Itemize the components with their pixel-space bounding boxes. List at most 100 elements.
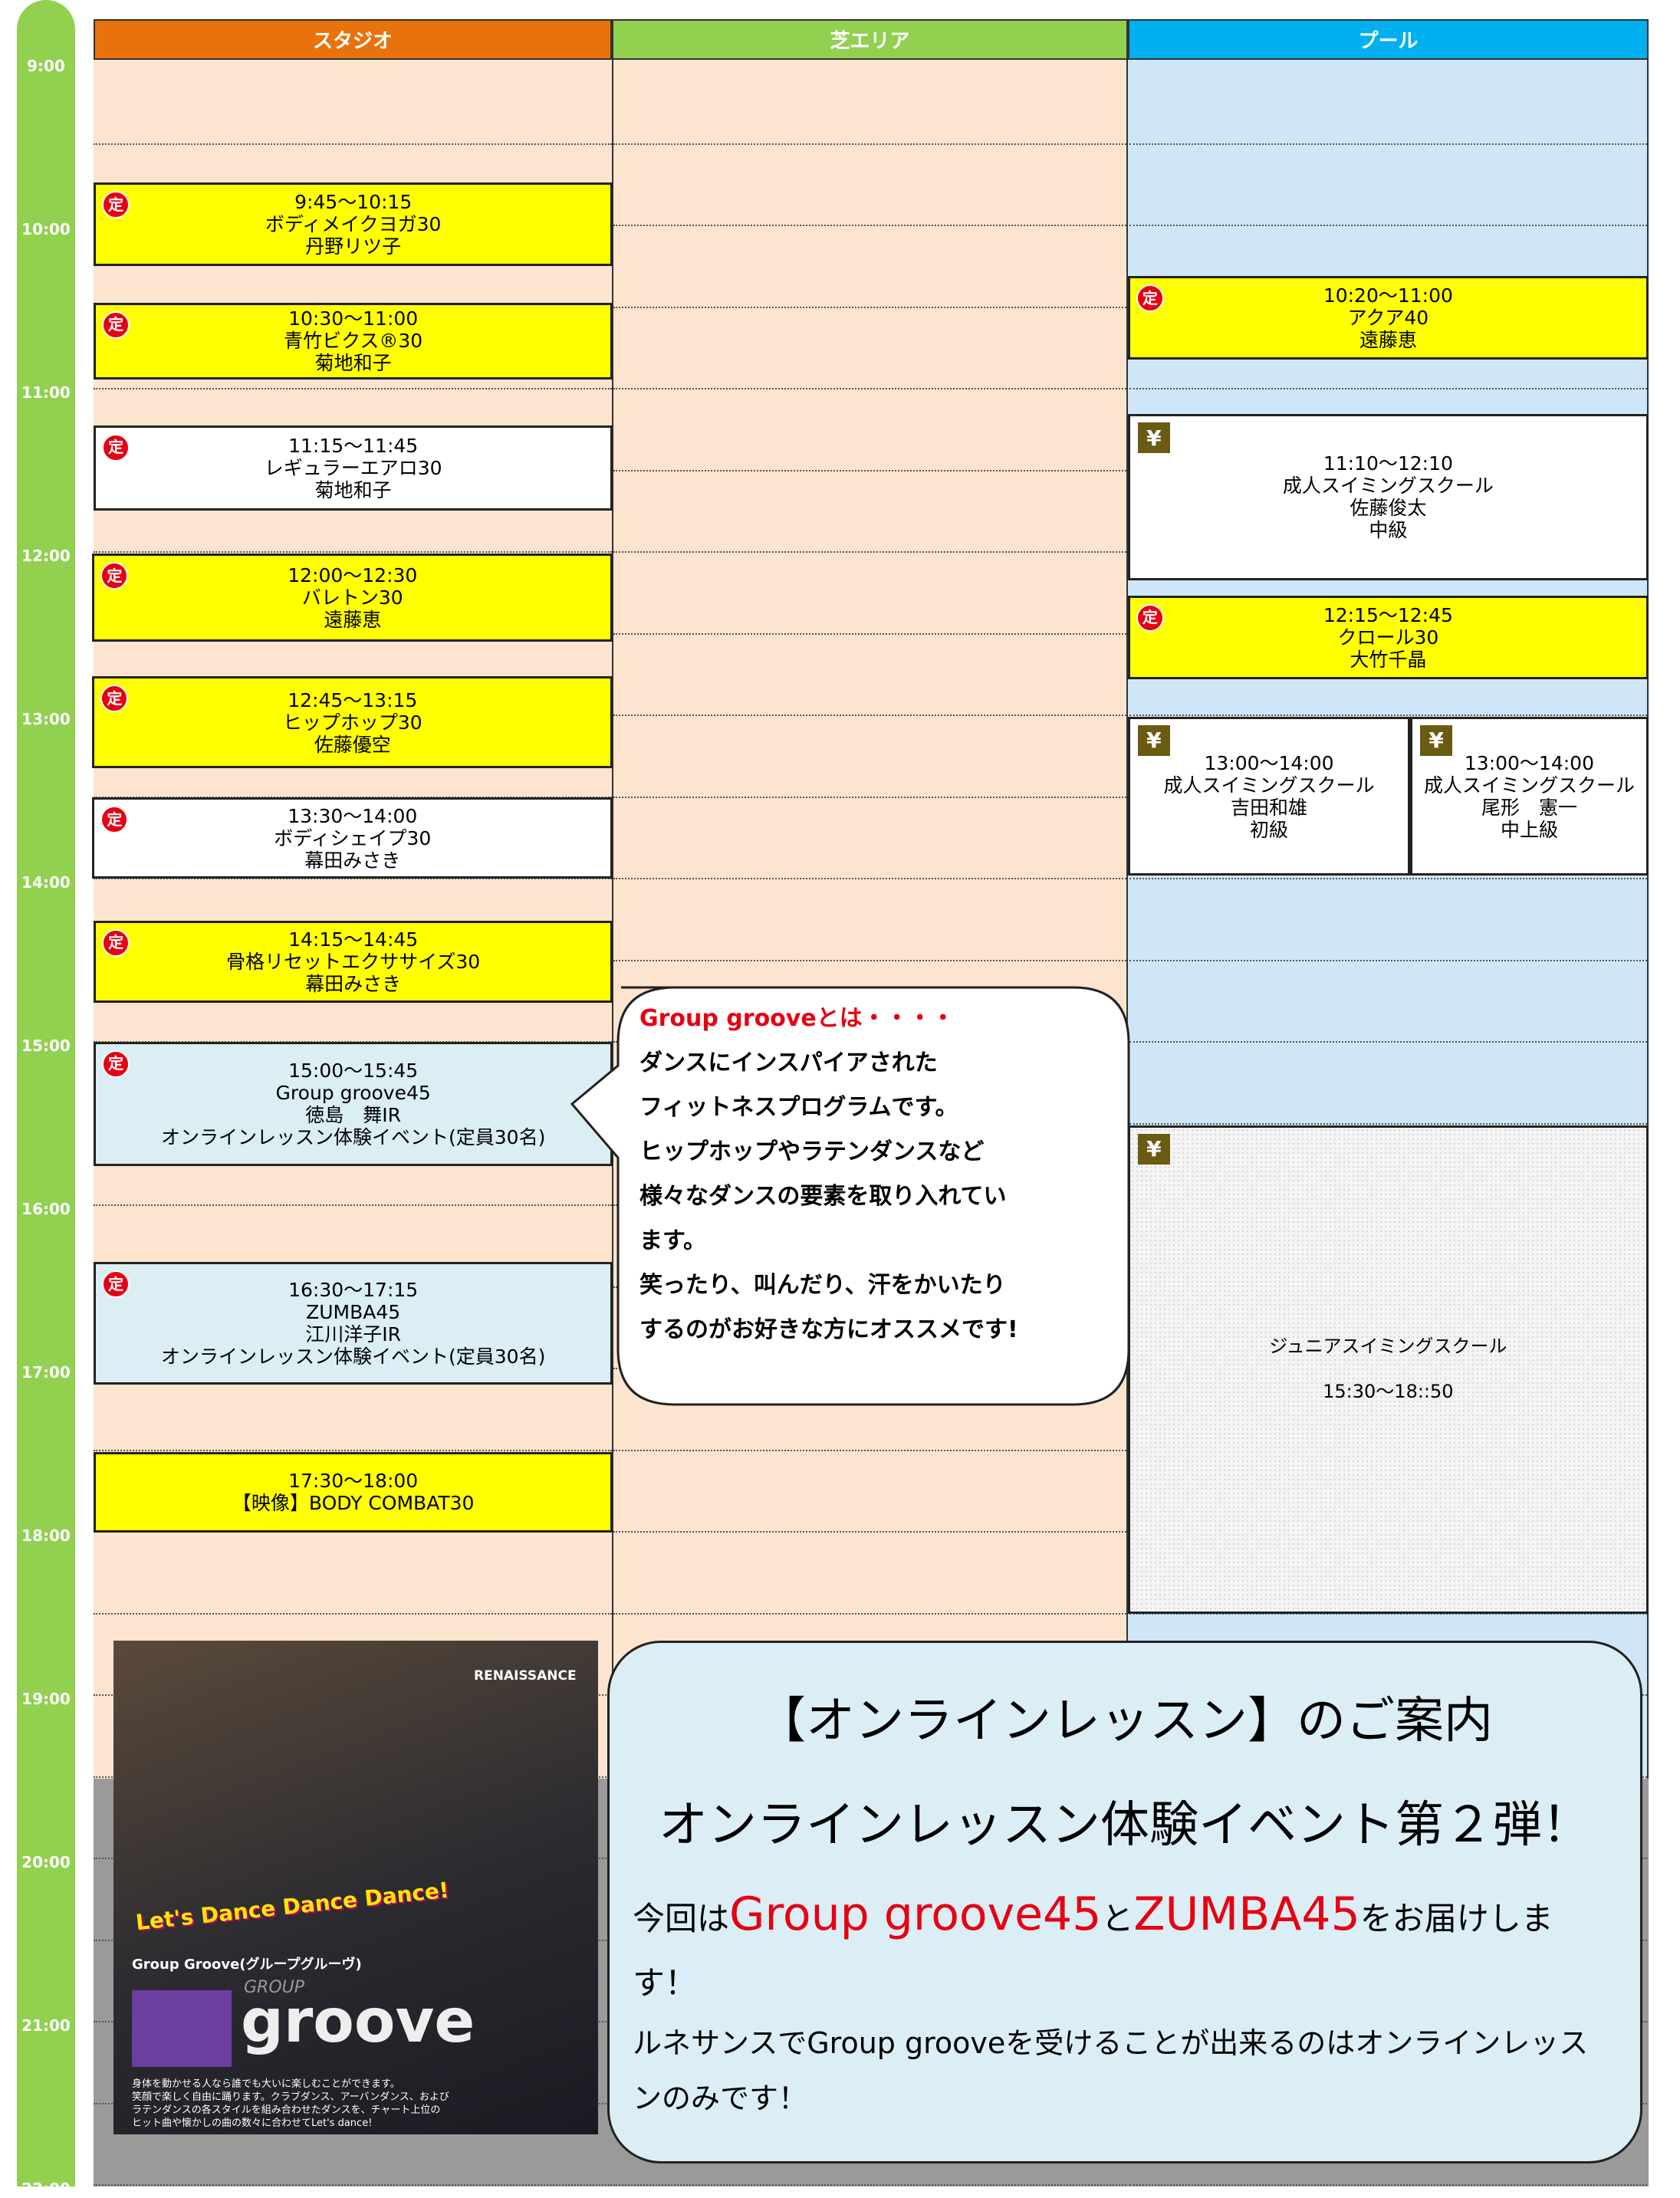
- notice-title: 【オンラインレッスン】のご案内: [757, 1693, 1493, 1750]
- event-text: 15:30〜18::50: [1323, 1381, 1454, 1403]
- callout-shape: [570, 986, 1130, 1406]
- time-label: 17:00: [21, 1363, 71, 1382]
- row-line: [613, 1612, 1126, 1615]
- notice-subtitle: オンラインレッスン体験イベント第２弾！: [659, 1797, 1591, 1854]
- event-text: 11:15〜11:45: [288, 434, 419, 457]
- event-text: 尾形 憲一: [1481, 796, 1577, 819]
- time-label: 21:00: [21, 2016, 71, 2035]
- time-label: 12:00: [21, 547, 71, 565]
- event: 10:30〜11:00 青竹ビクス®30 菊地和子 定: [94, 302, 613, 379]
- event-text: 幕田みさき: [304, 849, 401, 872]
- time-label: 14:00: [21, 873, 71, 892]
- poster-logo-small: GROUP: [244, 1978, 305, 1997]
- event-text: 佐藤俊太: [1350, 497, 1427, 520]
- event-text: 菊地和子: [314, 352, 392, 375]
- event-text: 9:45〜10:15: [294, 191, 413, 214]
- poster: RENAISSANCE Let's Dance Dance Dance! Gro…: [113, 1641, 598, 2134]
- event-text: 江川洋子IR: [305, 1323, 402, 1346]
- event-text: 12:00〜12:30: [288, 563, 418, 586]
- event-text: Group groove45: [275, 1081, 431, 1104]
- notice-paragraph: ルネサンスでGroup grooveを受けることが出来るのはオンラインレッスンの…: [633, 2026, 1589, 2115]
- row-line: [613, 551, 1126, 553]
- event-text: レギュラーエアロ30: [264, 456, 442, 479]
- event-text: クロール30: [1337, 626, 1439, 649]
- row-line: [613, 306, 1126, 308]
- row-line: [613, 796, 1126, 798]
- event-text: 成人スイミングスクール: [1423, 774, 1635, 797]
- row-line: [613, 388, 1126, 389]
- event-text: 17:30〜18:00: [288, 1470, 419, 1493]
- event-badge: 定: [100, 806, 129, 834]
- event-text: 【映像】BODY COMBAT30: [232, 1492, 475, 1515]
- row-line: [1129, 388, 1647, 389]
- event-text: 成人スイミングスクール: [1163, 774, 1375, 797]
- event-badge: 定: [102, 433, 130, 462]
- time-label: 22:00: [21, 2180, 71, 2198]
- column-header: プール: [1128, 19, 1649, 60]
- time-label: 20:00: [21, 1853, 71, 1871]
- row-line: [613, 632, 1126, 635]
- event-text: 青竹ビクス®30: [284, 330, 423, 353]
- event: 13:00〜14:00 成人スイミングスクール 尾形 憲一 中上級 ¥: [1410, 716, 1649, 876]
- event-text: 遠藤恵: [1359, 329, 1417, 352]
- event-text: 佐藤優空: [314, 733, 391, 756]
- event-text: 13:00〜14:00: [1204, 751, 1334, 774]
- event-text: 10:20〜11:00: [1323, 284, 1453, 307]
- event-text: 15:00〜15:45: [288, 1059, 419, 1082]
- row-line: [94, 388, 612, 389]
- time-label: 11:00: [21, 383, 71, 402]
- time-label: 19:00: [21, 1690, 71, 1708]
- event-text: 16:30〜17:15: [288, 1279, 419, 1302]
- event: 12:15〜12:45 クロール30 大竹千晶 定: [1127, 595, 1649, 679]
- event-text: 成人スイミングスクール: [1282, 475, 1494, 498]
- callout-line: ます。: [639, 1227, 706, 1254]
- event: 12:45〜13:15 ヒップホップ30 佐藤優空 定: [92, 676, 613, 769]
- row-line: [1129, 225, 1647, 226]
- row-line: [94, 1204, 612, 1206]
- callout-line: フィットネスプログラムです。: [639, 1094, 958, 1121]
- event-badge: 定: [102, 191, 130, 219]
- event-text: ヒップホップ30: [282, 711, 422, 734]
- event-text: ジュニアスイミングスクール: [1269, 1336, 1507, 1358]
- event-text: オンラインレッスン体験イベント(定員30名): [161, 1345, 546, 1368]
- event-text: 大竹千晶: [1350, 648, 1427, 671]
- event-text: 遠藤恵: [324, 608, 382, 631]
- event-text: 12:15〜12:45: [1323, 603, 1453, 626]
- poster-brand: RENAISSANCE: [474, 1668, 577, 1684]
- poster-text: ヒット曲や懐かしの曲の数々に合わせてLet's dance!: [132, 2118, 373, 2129]
- event-text: 10:30〜11:00: [288, 307, 419, 330]
- notice-text: ZUMBA45: [1133, 1888, 1360, 1941]
- notice-text: と: [1101, 1900, 1134, 1937]
- event: 14:15〜14:45 骨格リセットエクササイズ30 幕田みさき 定: [94, 920, 613, 1003]
- row-line: [613, 1449, 1126, 1451]
- callout-line: 笑ったり、叫んだり、汗をかいたり: [639, 1272, 1006, 1299]
- poster-slogan: Let's Dance Dance Dance!: [134, 1877, 451, 1936]
- callout-line: 様々なダンスの要素を取り入れてい: [639, 1183, 1007, 1210]
- event-badge: 定: [1136, 284, 1164, 313]
- event-text: 幕田みさき: [305, 972, 402, 995]
- event-text: バレトン30: [301, 586, 403, 609]
- row-line: [1129, 2184, 1647, 2186]
- row-line: [613, 225, 1126, 226]
- event: 11:10〜12:10 成人スイミングスクール 佐藤俊太 中級 ¥: [1127, 414, 1649, 580]
- row-line: [613, 2184, 1126, 2186]
- notice-text: Group groove45: [729, 1888, 1102, 1941]
- row-line: [613, 469, 1126, 471]
- row-line: [613, 878, 1126, 879]
- row-line: [94, 551, 612, 553]
- callout-line: するのがお好きな方にオススメです!: [639, 1316, 1018, 1343]
- row-line: [94, 796, 612, 798]
- event-text: 12:45〜13:15: [288, 688, 418, 711]
- event-text: 中上級: [1500, 818, 1558, 841]
- time-label: 9:00: [27, 57, 65, 75]
- event-text: 14:15〜14:45: [288, 928, 419, 951]
- event: 13:00〜14:00 成人スイミングスクール 吉田和雄 初級 ¥: [1127, 716, 1411, 876]
- time-label: 16:00: [21, 1200, 71, 1218]
- event-badge: 定: [100, 685, 129, 713]
- event-badge: 定: [102, 1270, 130, 1299]
- poster-text: ラテンダンスの各スタイルを組み合わせたダンスを、チャート上位の: [132, 2104, 441, 2116]
- event: 13:30〜14:00 ボディシェイプ30 幕田みさき 定: [92, 797, 613, 879]
- event-text: オンラインレッスン体験イベント(定員30名): [161, 1125, 546, 1148]
